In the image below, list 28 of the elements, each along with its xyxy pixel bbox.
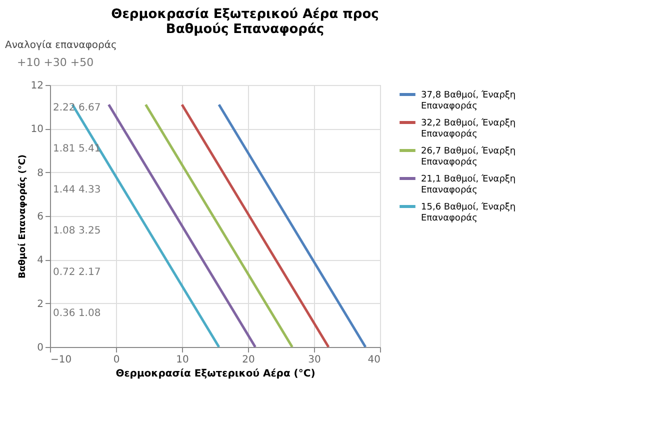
x-tick-label: 10 xyxy=(176,354,189,366)
y-tick-label: 6 xyxy=(37,212,44,222)
legend-label: 32,2 Βαθμοί, Έναρξη Επαναφοράς xyxy=(421,118,516,140)
y-axis-title: Βαθμοί Επαναφοράς (°C) xyxy=(16,154,28,279)
text: Θερμοκρασία Εξωτερικού Αέρα προς xyxy=(111,7,379,22)
y-tick-label: 4 xyxy=(37,255,44,266)
x-tick-label: 40 xyxy=(368,354,380,366)
x-tick-label: 30 xyxy=(308,354,321,366)
y-tick-label: 10 xyxy=(30,124,44,136)
text: Βαθμούς Επαναφοράς xyxy=(166,22,324,37)
x-tick-label: −10 xyxy=(50,354,72,366)
x-tick-label: 0 xyxy=(113,354,120,366)
x-tick-label: 20 xyxy=(242,354,255,366)
text: Αναλογία επαναφοράς xyxy=(5,40,117,51)
annotation: 0.36 1.08 xyxy=(53,308,101,319)
y-tick-label: 2 xyxy=(37,298,44,310)
annotation: 0.72 2.17 xyxy=(53,266,101,278)
legend-label: 21,1 Βαθμοί, Έναρξη Επαναφοράς xyxy=(421,174,516,196)
annotation: 1.44 4.33 xyxy=(53,184,101,196)
legend-label: 15,6 Βαθμοί, Έναρξη Επαναφοράς xyxy=(421,202,516,224)
legend-label: 26,7 Βαθμοί, Έναρξη Επαναφοράς xyxy=(421,146,516,168)
y-tick-label: 12 xyxy=(30,80,44,92)
legend-label: 37,8 Βαθμοί, Έναρξη Επαναφοράς xyxy=(421,90,516,112)
y-tick-label: 8 xyxy=(37,168,44,179)
text: +10 +30 +50 xyxy=(17,56,94,69)
y-tick-label: 0 xyxy=(37,342,44,354)
annotation: 1.08 3.25 xyxy=(53,226,101,237)
x-axis-title: Θερμοκρασία Εξωτερικού Αέρα (°C) xyxy=(116,368,316,380)
